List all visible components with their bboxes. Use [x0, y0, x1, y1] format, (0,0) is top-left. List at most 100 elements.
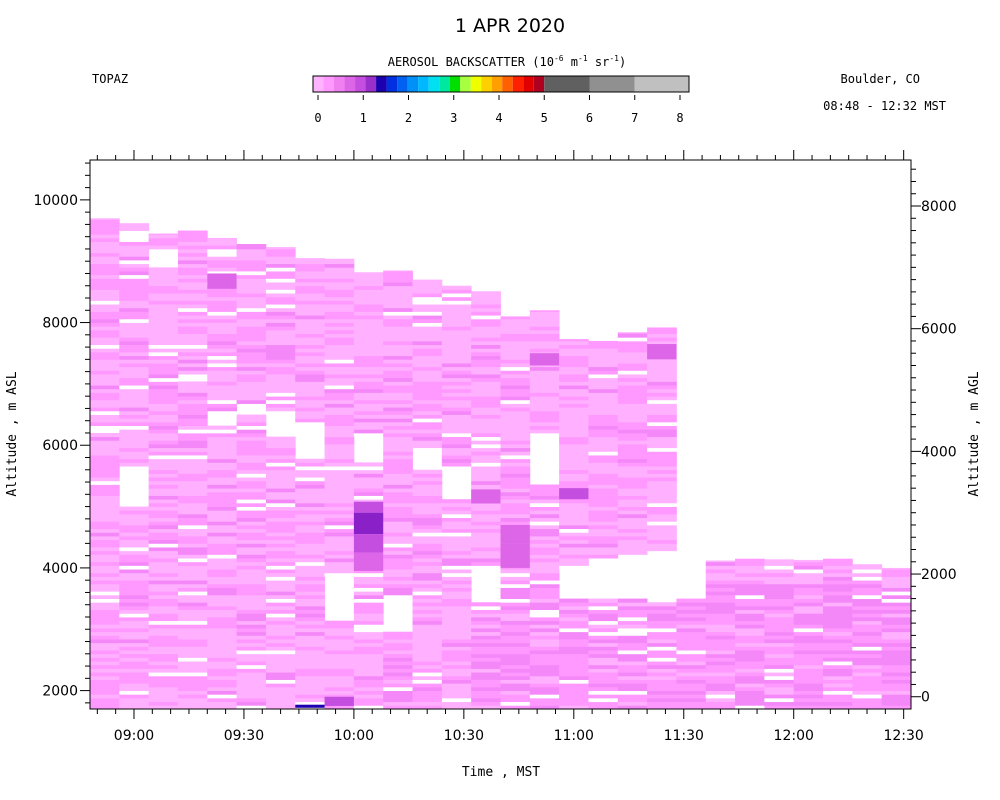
- backscatter-cell: [881, 697, 912, 703]
- backscatter-cell: [148, 274, 179, 279]
- backscatter-cell: [265, 657, 296, 662]
- backscatter-cell: [471, 513, 501, 519]
- backscatter-cell: [471, 528, 501, 533]
- backscatter-cell: [500, 337, 531, 342]
- backscatter-cell: [383, 650, 413, 655]
- backscatter-cell: [207, 631, 238, 636]
- backscatter-cell: [236, 591, 267, 596]
- backscatter-cell: [793, 613, 824, 618]
- backscatter-cell: [471, 455, 501, 460]
- backscatter-cell: [295, 307, 325, 312]
- backscatter-cell: [617, 495, 648, 500]
- backscatter-cell: [383, 392, 413, 397]
- backscatter-cell: [383, 462, 413, 467]
- backscatter-cell: [735, 686, 765, 691]
- backscatter-cell: [647, 502, 677, 507]
- backscatter-cell: [529, 587, 560, 592]
- backscatter-cell: [823, 686, 853, 691]
- backscatter-cell: [236, 363, 267, 368]
- backscatter-cell: [324, 653, 355, 658]
- backscatter-cell: [793, 657, 824, 662]
- backscatter-cell: [324, 451, 355, 456]
- backscatter-cell: [383, 410, 413, 415]
- backscatter-cell: [324, 539, 355, 544]
- backscatter-cell: [471, 403, 501, 408]
- backscatter-cell: [500, 455, 531, 460]
- backscatter-cell: [295, 547, 325, 552]
- backscatter-cell: [148, 311, 179, 316]
- backscatter-cell: [617, 694, 648, 699]
- backscatter-cell: [500, 620, 531, 625]
- backscatter-cell: [324, 381, 355, 386]
- backscatter-cell: [148, 374, 179, 379]
- backscatter-cell: [471, 322, 501, 327]
- backscatter-cell: [617, 536, 648, 541]
- backscatter-cell: [823, 639, 853, 644]
- backscatter-cell: [412, 561, 443, 566]
- backscatter-cell: [207, 605, 238, 611]
- backscatter-cell: [441, 315, 472, 320]
- backscatter-cell: [705, 598, 736, 603]
- backscatter-cell: [90, 447, 120, 452]
- backscatter-cell: [148, 532, 179, 537]
- backscatter-cell: [295, 561, 325, 566]
- backscatter-cell: [265, 370, 296, 375]
- backscatter-cell: [529, 565, 560, 570]
- backscatter-cell: [265, 477, 296, 482]
- backscatter-cell: [265, 639, 296, 644]
- backscatter-cell: [471, 421, 501, 427]
- backscatter-cell: [617, 348, 648, 353]
- colorbar-swatch: [344, 76, 356, 92]
- backscatter-cell: [559, 683, 589, 688]
- backscatter-cell: [559, 550, 589, 555]
- backscatter-cell: [441, 558, 472, 563]
- backscatter-cell: [148, 635, 179, 640]
- backscatter-cell: [588, 414, 619, 419]
- backscatter-cell: [412, 366, 443, 371]
- backscatter-cell: [588, 524, 619, 530]
- backscatter-cell: [471, 340, 501, 346]
- backscatter-cell: [177, 609, 208, 614]
- colorbar-swatch: [334, 76, 345, 92]
- backscatter-cell: [500, 322, 531, 327]
- backscatter-cell: [705, 697, 736, 703]
- backscatter-cell: [177, 473, 208, 478]
- backscatter-cell: [265, 506, 296, 511]
- backscatter-cell: [441, 429, 472, 434]
- backscatter-cell: [559, 429, 589, 434]
- backscatter-cell: [148, 344, 179, 349]
- backscatter-cell: [295, 410, 325, 415]
- backscatter-cell: [90, 241, 120, 246]
- backscatter-cell: [207, 388, 238, 393]
- backscatter-cell: [412, 436, 443, 441]
- backscatter-cell: [588, 495, 619, 500]
- backscatter-cell: [119, 351, 150, 357]
- backscatter-cell: [90, 344, 120, 349]
- backscatter-cell: [177, 274, 208, 279]
- backscatter-cell: [119, 410, 150, 415]
- y-tick-label-left: 8000: [42, 316, 78, 332]
- backscatter-cell: [529, 547, 560, 552]
- backscatter-cell: [529, 425, 560, 430]
- backscatter-cell: [383, 296, 413, 301]
- backscatter-cell: [676, 602, 707, 607]
- backscatter-cell: [764, 565, 795, 570]
- backscatter-cell: [324, 642, 355, 647]
- backscatter-cell: [324, 258, 355, 261]
- backscatter-cell: [265, 580, 296, 585]
- backscatter-cell: [324, 620, 355, 625]
- backscatter-cell: [881, 694, 912, 699]
- backscatter-cell: [588, 462, 619, 467]
- backscatter-cell: [295, 491, 325, 496]
- backscatter-cell: [353, 628, 384, 633]
- backscatter-cell: [148, 351, 179, 357]
- y-tick-label-right: 8000: [921, 199, 957, 215]
- backscatter-cell: [529, 668, 560, 673]
- backscatter-cell: [412, 488, 443, 493]
- backscatter-cell: [265, 318, 296, 323]
- backscatter-cell: [441, 587, 472, 592]
- backscatter-cell: [647, 333, 677, 338]
- backscatter-cell: [441, 635, 472, 640]
- backscatter-cell: [177, 340, 208, 346]
- backscatter-cell: [588, 385, 619, 390]
